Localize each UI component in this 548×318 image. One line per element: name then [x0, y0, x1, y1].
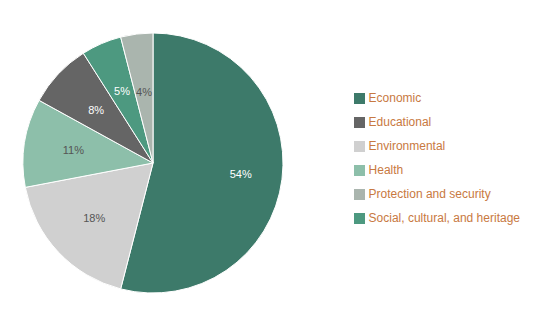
svg-text:8%: 8%: [88, 104, 104, 116]
html-text:Economic: Economic: [368, 91, 422, 105]
html-text:Environmental: Environmental: [368, 139, 446, 153]
svg-text:5%: 5%: [114, 85, 130, 97]
svg-text:11%: 11%: [63, 144, 84, 156]
html-text:Health: Health: [368, 163, 404, 177]
svg-text:4%: 4%: [136, 86, 152, 98]
svg-text:18%: 18%: [83, 212, 105, 224]
html-text:Educational: Educational: [368, 115, 432, 129]
html-text:Social, cultural, and heritage: Social, cultural, and heritage: [368, 211, 520, 225]
svg-text:54%: 54%: [230, 168, 252, 180]
html-text:Protection and security: Protection and security: [368, 187, 491, 201]
